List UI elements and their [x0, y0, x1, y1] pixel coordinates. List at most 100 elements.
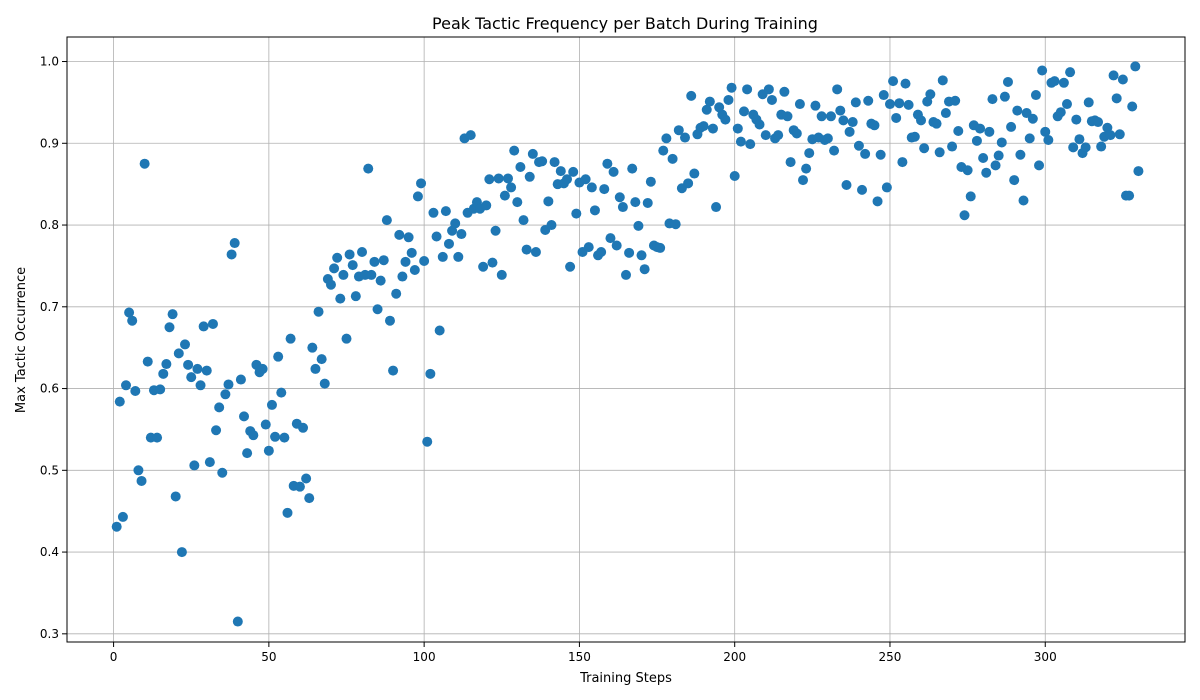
data-point [583, 242, 594, 253]
data-point [456, 229, 467, 240]
data-point [1068, 142, 1079, 153]
data-point [242, 448, 253, 459]
data-point [931, 118, 942, 129]
data-point [599, 184, 610, 195]
data-point [611, 240, 622, 251]
data-point [425, 368, 436, 379]
data-point [248, 430, 259, 441]
data-point [673, 125, 684, 136]
x-tick-label: 200 [723, 650, 746, 664]
data-point [270, 431, 281, 442]
data-point [127, 315, 138, 326]
data-point [537, 156, 548, 167]
y-tick-label: 0.9 [40, 136, 59, 150]
data-point [857, 184, 868, 195]
data-point [1127, 101, 1138, 112]
data-point [850, 97, 861, 108]
data-point [493, 173, 504, 184]
data-point [841, 179, 852, 190]
data-point [214, 402, 225, 413]
data-point [527, 148, 538, 159]
data-point [735, 136, 746, 147]
data-point [130, 386, 141, 397]
data-point [416, 178, 427, 189]
data-point [422, 436, 433, 447]
data-point [304, 493, 315, 504]
data-point [1027, 113, 1038, 124]
data-point [341, 333, 352, 344]
data-point [624, 247, 635, 258]
data-point [822, 133, 833, 144]
data-point [372, 304, 383, 315]
data-point [1117, 74, 1128, 85]
data-point [1108, 70, 1119, 81]
data-point [888, 76, 899, 87]
data-point [1018, 195, 1029, 206]
data-point [369, 256, 380, 267]
data-point [350, 291, 361, 302]
data-point [900, 78, 911, 89]
data-point [406, 247, 417, 258]
y-tick-label: 0.4 [40, 545, 59, 559]
data-point [391, 288, 402, 299]
data-point [704, 96, 715, 107]
data-point [959, 210, 970, 221]
data-point [301, 473, 312, 484]
data-point [229, 238, 240, 249]
data-point [965, 191, 976, 202]
data-point [853, 140, 864, 151]
data-point [316, 354, 327, 365]
data-point [307, 342, 318, 353]
data-point [589, 205, 600, 216]
data-point [561, 174, 572, 185]
data-point [658, 145, 669, 156]
data-point [732, 123, 743, 134]
data-point [512, 197, 523, 208]
data-point [701, 104, 712, 115]
data-point [971, 135, 982, 146]
data-point [978, 153, 989, 163]
data-point [881, 182, 892, 193]
data-point [239, 411, 250, 422]
data-point [1071, 114, 1082, 125]
data-point [683, 178, 694, 189]
data-point [155, 384, 166, 395]
data-point [1114, 129, 1125, 140]
data-point [310, 363, 321, 374]
data-point [443, 238, 454, 249]
data-point [481, 200, 492, 211]
x-tick-label: 50 [261, 650, 276, 664]
data-point [934, 147, 945, 158]
data-point [875, 149, 886, 160]
data-point [437, 251, 448, 262]
data-point [543, 196, 554, 207]
data-point [1040, 126, 1051, 137]
data-point [428, 207, 439, 218]
data-point [707, 123, 718, 134]
data-point [319, 378, 330, 389]
data-point [1124, 190, 1135, 201]
data-point [201, 365, 212, 376]
data-point [894, 98, 905, 109]
data-point [1061, 99, 1072, 110]
data-point [450, 218, 461, 229]
data-point [953, 126, 964, 137]
data-point [639, 264, 650, 275]
data-point [1049, 76, 1060, 87]
x-tick-label: 100 [413, 650, 436, 664]
data-point [403, 232, 414, 243]
data-point [506, 182, 517, 193]
data-point [338, 269, 349, 280]
data-point [670, 219, 681, 230]
data-point [810, 100, 821, 111]
data-point [217, 467, 228, 478]
data-point [211, 425, 222, 436]
data-point [161, 359, 172, 370]
data-point [760, 130, 771, 141]
data-point [832, 84, 843, 95]
data-point [378, 255, 389, 266]
data-point [633, 220, 644, 231]
data-point [1015, 149, 1026, 160]
data-point [226, 249, 237, 260]
